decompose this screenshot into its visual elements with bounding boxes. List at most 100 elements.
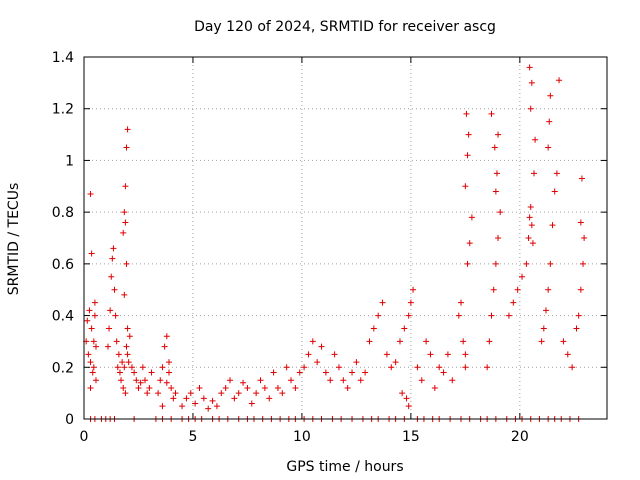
data-point <box>575 312 582 319</box>
x-tick-label: 5 <box>188 429 197 445</box>
data-point <box>335 364 342 371</box>
data-point <box>88 325 95 332</box>
data-point <box>120 384 127 391</box>
data-point <box>577 286 584 293</box>
data-point <box>205 405 212 412</box>
data-point <box>466 240 473 247</box>
data-point <box>403 395 410 402</box>
data-point <box>388 364 395 371</box>
data-point <box>519 273 526 280</box>
data-point <box>396 338 403 345</box>
data-point <box>113 338 120 345</box>
data-point <box>528 222 535 229</box>
data-point <box>457 299 464 306</box>
data-point <box>564 351 571 358</box>
data-point <box>118 377 125 384</box>
data-point <box>573 325 580 332</box>
data-point <box>131 369 138 376</box>
data-point <box>274 384 281 391</box>
data-point <box>218 390 225 397</box>
data-point <box>529 240 536 247</box>
data-point <box>209 397 216 404</box>
y-tick-label: 0.6 <box>52 257 74 273</box>
data-point <box>527 105 534 112</box>
data-point <box>497 209 504 216</box>
data-point <box>488 312 495 319</box>
data-point <box>357 377 364 384</box>
data-point <box>168 384 175 391</box>
data-point <box>124 126 131 133</box>
data-point <box>135 384 142 391</box>
data-point <box>183 395 190 402</box>
data-point <box>116 369 123 376</box>
data-point <box>111 286 118 293</box>
data-point <box>92 343 99 350</box>
data-point <box>213 403 220 410</box>
data-point <box>170 395 177 402</box>
data-point <box>407 299 414 306</box>
data-point <box>523 260 530 267</box>
data-point <box>318 343 325 350</box>
data-point <box>248 400 255 407</box>
data-point <box>532 136 539 143</box>
data-point <box>464 260 471 267</box>
data-points <box>83 64 588 422</box>
y-tick-label: 0.2 <box>52 360 74 376</box>
data-point <box>123 260 130 267</box>
data-point <box>418 377 425 384</box>
data-point <box>146 384 153 391</box>
data-point <box>87 384 94 391</box>
data-point <box>462 351 469 358</box>
data-point <box>107 307 114 314</box>
data-point <box>495 131 502 138</box>
chart-title: Day 120 of 2024, SRMTID for receiver asc… <box>194 19 496 35</box>
data-point <box>244 384 251 391</box>
data-point <box>114 364 121 371</box>
data-point <box>526 64 533 71</box>
data-point <box>257 377 264 384</box>
data-point <box>440 369 447 376</box>
data-point <box>530 170 537 177</box>
data-point <box>122 219 129 226</box>
data-point <box>444 351 451 358</box>
x-tick-label: 0 <box>80 429 89 445</box>
data-point <box>491 144 498 151</box>
data-point <box>547 92 554 99</box>
data-point <box>399 390 406 397</box>
data-point <box>253 390 260 397</box>
data-point <box>122 390 129 397</box>
data-point <box>401 325 408 332</box>
data-point <box>340 377 347 384</box>
data-point <box>85 351 92 358</box>
data-point <box>327 377 334 384</box>
data-point <box>139 364 146 371</box>
data-point <box>270 369 277 376</box>
data-point <box>525 235 532 241</box>
data-point <box>159 364 166 371</box>
data-point <box>577 219 584 226</box>
data-point <box>240 379 247 386</box>
data-point <box>490 286 497 293</box>
data-point <box>261 384 268 391</box>
data-point <box>109 255 116 262</box>
x-axis-label: GPS time / hours <box>286 459 403 475</box>
data-point <box>179 403 186 410</box>
data-point <box>580 260 587 267</box>
data-point <box>560 338 567 345</box>
data-point <box>528 79 535 86</box>
data-point <box>546 118 553 125</box>
data-point <box>414 364 421 371</box>
data-point <box>463 110 470 117</box>
x-tick-label: 10 <box>293 429 311 445</box>
data-point <box>123 144 130 151</box>
axis-tick-labels: 0 5 10 15 20 0 0.2 0.4 0.6 0.8 1 1.2 1.4 <box>52 50 529 445</box>
data-point <box>455 312 462 319</box>
data-point <box>392 359 399 366</box>
data-point <box>91 299 98 306</box>
x-tick-label: 20 <box>511 429 529 445</box>
data-point <box>126 333 133 340</box>
data-point <box>187 390 194 397</box>
data-point <box>115 351 122 358</box>
data-point <box>353 359 360 366</box>
